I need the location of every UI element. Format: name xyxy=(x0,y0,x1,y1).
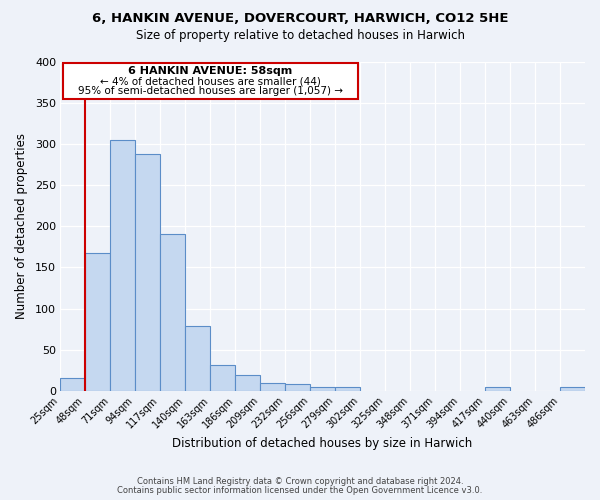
Bar xyxy=(85,252,110,391)
Bar xyxy=(135,154,160,391)
Bar xyxy=(185,326,210,391)
Bar xyxy=(160,234,185,391)
Text: Contains HM Land Registry data © Crown copyright and database right 2024.: Contains HM Land Registry data © Crown c… xyxy=(137,477,463,486)
Bar xyxy=(235,374,260,391)
Bar xyxy=(260,382,285,391)
Bar xyxy=(60,378,85,391)
Text: ← 4% of detached houses are smaller (44): ← 4% of detached houses are smaller (44) xyxy=(100,76,320,86)
Text: 6, HANKIN AVENUE, DOVERCOURT, HARWICH, CO12 5HE: 6, HANKIN AVENUE, DOVERCOURT, HARWICH, C… xyxy=(92,12,508,26)
X-axis label: Distribution of detached houses by size in Harwich: Distribution of detached houses by size … xyxy=(172,437,473,450)
Y-axis label: Number of detached properties: Number of detached properties xyxy=(15,133,28,319)
Text: 95% of semi-detached houses are larger (1,057) →: 95% of semi-detached houses are larger (… xyxy=(77,86,343,96)
Bar xyxy=(310,387,335,391)
Bar xyxy=(285,384,310,391)
Bar xyxy=(110,140,135,391)
Bar xyxy=(210,364,235,391)
Bar xyxy=(560,387,585,391)
Text: Contains public sector information licensed under the Open Government Licence v3: Contains public sector information licen… xyxy=(118,486,482,495)
Bar xyxy=(335,387,360,391)
Bar xyxy=(63,63,358,100)
Text: Size of property relative to detached houses in Harwich: Size of property relative to detached ho… xyxy=(136,29,464,42)
Text: 6 HANKIN AVENUE: 58sqm: 6 HANKIN AVENUE: 58sqm xyxy=(128,66,292,76)
Bar xyxy=(485,387,510,391)
